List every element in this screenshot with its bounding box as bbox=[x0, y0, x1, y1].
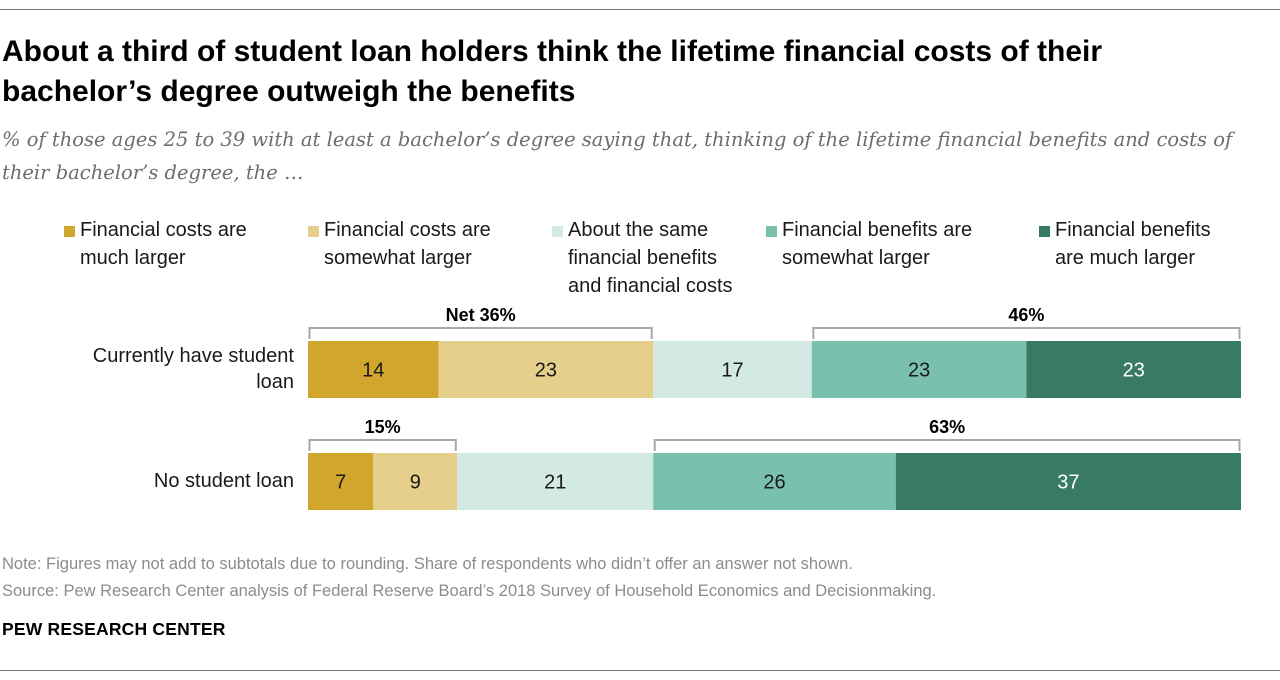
row-label-has-loan: Currently have student loan bbox=[92, 345, 294, 393]
net-bracket-has-loan-costs bbox=[308, 327, 653, 339]
bar-no-loan-benefits-much-larger bbox=[895, 453, 1241, 510]
value-label-has-loan-costs-somewhat-larger: 23 bbox=[535, 360, 557, 382]
legend-label: Financial benefits are somewhat larger bbox=[782, 219, 973, 269]
legend-swatch bbox=[308, 226, 319, 237]
value-label-has-loan-benefits-much-larger: 23 bbox=[1123, 360, 1145, 382]
legend-label: About the same financial benefits and fi… bbox=[568, 219, 733, 297]
net-bracket-no-loan-benefits bbox=[653, 439, 1241, 451]
bar-has-loan-benefits-somewhat-larger bbox=[811, 341, 1027, 398]
legend-swatch bbox=[552, 226, 563, 237]
bar-has-loan-costs-much-larger bbox=[308, 341, 439, 398]
legend-item-costs-somewhat-larger: Financial costs are somewhat larger bbox=[308, 216, 491, 272]
bar-no-loan-benefits-somewhat-larger bbox=[653, 453, 896, 510]
bar-no-loan-costs-much-larger bbox=[308, 453, 374, 510]
net-bracket-has-loan-benefits bbox=[812, 327, 1241, 339]
net-label-no-loan-costs: 15% bbox=[365, 417, 401, 437]
value-label-no-loan-benefits-much-larger: 37 bbox=[1057, 472, 1079, 494]
legend-label: Financial costs are much larger bbox=[80, 219, 247, 269]
legend-swatch bbox=[766, 226, 777, 237]
legend-item-benefits-much-larger: Financial benefits are much larger bbox=[1039, 216, 1211, 272]
legend-label: Financial costs are somewhat larger bbox=[324, 219, 491, 269]
value-label-has-loan-about-the-same: 17 bbox=[721, 360, 743, 382]
chart-note: Note: Figures may not add to subtotals d… bbox=[2, 555, 853, 573]
row-label-no-loan: No student loan bbox=[153, 470, 294, 492]
net-bracket-no-loan-costs bbox=[308, 439, 457, 451]
bottom-rule bbox=[0, 670, 1280, 671]
value-label-no-loan-benefits-somewhat-larger: 26 bbox=[763, 472, 785, 494]
chart-source: Source: Pew Research Center analysis of … bbox=[2, 582, 937, 600]
chart-title: About a third of student loan holders th… bbox=[2, 35, 1103, 108]
top-rule bbox=[0, 9, 1280, 10]
value-label-no-loan-costs-somewhat-larger: 9 bbox=[410, 472, 421, 494]
bar-no-loan-costs-somewhat-larger bbox=[373, 453, 458, 510]
brand-logo-text: PEW RESEARCH CENTER bbox=[2, 619, 226, 639]
net-label-has-loan-benefits: 46% bbox=[1008, 305, 1044, 325]
legend-item-about-the-same: About the same financial benefits and fi… bbox=[552, 216, 733, 300]
bar-no-loan-about-the-same bbox=[457, 453, 654, 510]
value-label-has-loan-costs-much-larger: 14 bbox=[362, 360, 384, 382]
value-label-no-loan-about-the-same: 21 bbox=[544, 472, 566, 494]
net-label-no-loan-benefits: 63% bbox=[929, 417, 965, 437]
net-label-has-loan-costs: Net 36% bbox=[446, 305, 516, 325]
bar-has-loan-costs-somewhat-larger bbox=[438, 341, 654, 398]
legend-label: Financial benefits are much larger bbox=[1055, 219, 1211, 269]
stacked-bar-chart: 14 23 17 23 23 7 9 21 26 37 Net 36% 46% 15% 63% bbox=[308, 305, 1241, 510]
value-label-has-loan-benefits-somewhat-larger: 23 bbox=[908, 360, 930, 382]
bar-has-loan-about-the-same bbox=[653, 341, 812, 398]
legend-item-benefits-somewhat-larger: Financial benefits are somewhat larger bbox=[766, 216, 972, 272]
bar-has-loan-benefits-much-larger bbox=[1026, 341, 1241, 398]
legend-item-costs-much-larger: Financial costs are much larger bbox=[64, 216, 247, 272]
chart-subtitle: % of those ages 25 to 39 with at least a… bbox=[2, 128, 1233, 184]
legend-swatch bbox=[1039, 226, 1050, 237]
legend-swatch bbox=[64, 226, 75, 237]
value-label-no-loan-costs-much-larger: 7 bbox=[335, 472, 346, 494]
